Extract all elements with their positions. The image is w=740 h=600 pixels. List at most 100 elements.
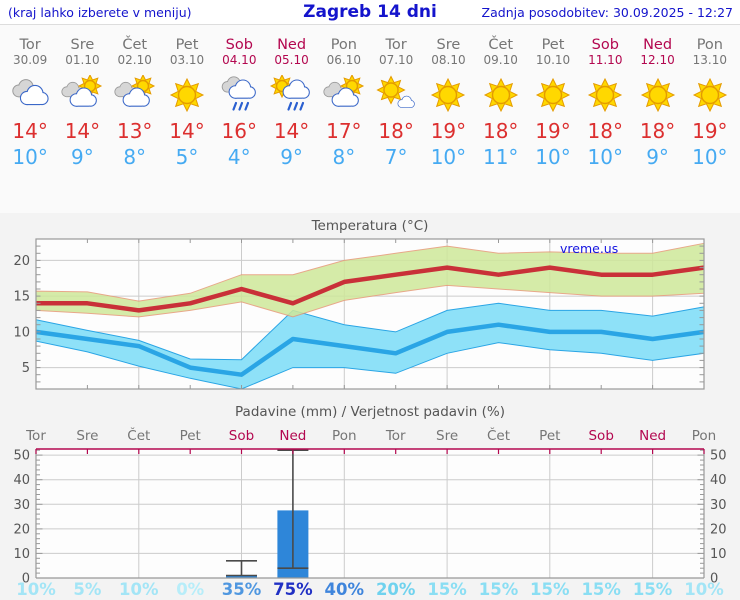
day-date: 05.10	[274, 53, 309, 67]
sun-rain-icon	[269, 73, 310, 111]
day-name: Sob	[591, 37, 619, 53]
day-date: 10.10	[535, 53, 571, 67]
weather-icon	[579, 75, 631, 115]
partly-cloudy-icon	[114, 73, 155, 107]
precip-probability-label: 15%	[479, 580, 519, 599]
day-column: Tor 30.09 14° 10°	[4, 28, 56, 170]
day-date: 07.10	[378, 53, 414, 67]
precip-bar	[226, 575, 257, 578]
precip-probability-label: 10%	[16, 580, 56, 599]
weather-icon	[684, 75, 736, 115]
day-date: 13.10	[692, 53, 728, 67]
precip-day-label: Ned	[639, 428, 666, 444]
low-temp: 9°	[646, 145, 669, 169]
precip-day-label: Tor	[25, 428, 46, 444]
day-name: Sre	[70, 37, 95, 53]
day-column: Pet 03.10 14° 5°	[161, 28, 213, 170]
weather-icon	[422, 75, 474, 115]
low-temp: 9°	[71, 145, 94, 169]
precip-probability-label: 35%	[222, 580, 262, 599]
day-name: Sre	[436, 37, 461, 53]
low-temp: 10°	[535, 145, 571, 169]
high-temp: 13°	[116, 119, 153, 143]
svg-text:30: 30	[13, 498, 30, 513]
high-temp: 17°	[326, 119, 362, 143]
cloudy-icon	[12, 79, 49, 106]
weather-icon	[213, 75, 265, 115]
day-column: Sre 08.10 19° 10°	[422, 28, 474, 170]
precip-probability-label: 20%	[376, 580, 416, 599]
svg-text:10: 10	[710, 547, 727, 562]
day-name: Tor	[385, 37, 407, 53]
low-temp: 8°	[332, 145, 356, 169]
low-temp: 10°	[692, 145, 728, 169]
weather-icon	[161, 75, 213, 115]
day-name: Čet	[488, 37, 514, 53]
high-temp: 18°	[639, 119, 676, 143]
precip-day-label: Pet	[539, 428, 560, 444]
precip-probability-label: 10%	[684, 580, 724, 599]
svg-text:50: 50	[710, 449, 727, 464]
low-temp: 5°	[175, 145, 199, 169]
svg-text:50: 50	[13, 449, 30, 464]
day-column: Čet 02.10 13° 8°	[109, 28, 161, 170]
high-temp: 14°	[64, 119, 101, 143]
day-column: Sob 11.10 18° 10°	[579, 28, 631, 170]
day-date: 08.10	[431, 53, 466, 67]
day-name: Pon	[696, 37, 723, 53]
low-temp: 10°	[587, 145, 623, 169]
weather-icon	[527, 75, 579, 115]
day-name: Ned	[643, 37, 673, 53]
precip-probability-label: 15%	[633, 580, 673, 599]
precipitation-chart: Tor Sre Čet Pet Sob Ned Pon Tor Sre Čet Pet Sob Ned P…	[13, 426, 727, 599]
precip-probability-label: 15%	[530, 580, 570, 599]
sunny-icon	[431, 77, 466, 113]
day-date: 02.10	[117, 53, 152, 67]
sunny-icon	[535, 77, 571, 113]
precip-day-label: Sob	[588, 428, 613, 444]
precip-probability-label: 10%	[119, 580, 159, 599]
weather-icon	[109, 73, 161, 115]
high-temp: 19°	[430, 119, 467, 143]
day-date: 01.10	[65, 53, 100, 67]
day-column: Čet 09.10 18° 11°	[475, 28, 527, 170]
precip-probability-label: 15%	[581, 580, 621, 599]
max-temp-line	[36, 265, 705, 313]
precip-day-label: Sob	[229, 428, 254, 444]
svg-text:10: 10	[13, 547, 30, 562]
precip-day-label: Pon	[692, 428, 716, 444]
svg-text:40: 40	[710, 473, 727, 488]
svg-text:20: 20	[13, 522, 30, 537]
day-name: Tor	[19, 37, 41, 53]
high-temp: 14°	[273, 119, 310, 143]
precip-probability-label: 75%	[273, 580, 313, 599]
svg-text:0: 0	[22, 572, 30, 587]
day-column: Ned 12.10 18° 9°	[631, 28, 683, 170]
temperature-chart: 5 10 15 20 vreme.us	[13, 238, 705, 390]
day-date: 09.10	[483, 53, 518, 67]
temp-plot: 5 10 15 20	[13, 238, 705, 390]
low-temp: 11°	[482, 145, 519, 169]
sunny-icon	[692, 77, 727, 113]
partly-cloudy-icon	[323, 73, 364, 107]
forecast-table: Tor 30.09 14° 10° Sre 01.10 14° 9° Čet 02.10 13° 8°…	[4, 28, 736, 170]
mostly-sunny-icon	[376, 75, 415, 108]
day-date: 30.09	[12, 53, 48, 67]
day-date: 06.10	[326, 53, 362, 67]
day-date: 04.10	[222, 53, 257, 67]
day-column: Pet 10.10 19° 10°	[527, 28, 579, 170]
location-menu-hint[interactable]: (kraj lahko izberete v meniju)	[8, 5, 192, 20]
svg-text:20: 20	[710, 522, 727, 537]
svg-text:0: 0	[710, 572, 718, 587]
precip-day-label: Ned	[279, 428, 306, 444]
page-header: (kraj lahko izberete v meniju) Zagreb 14…	[0, 0, 740, 25]
low-temp: 7°	[384, 145, 408, 169]
high-temp: 19°	[692, 119, 728, 143]
precip-probability-label: 5%	[73, 580, 101, 599]
day-date: 03.10	[169, 53, 205, 67]
low-temp: 8°	[123, 145, 147, 169]
high-temp: 14°	[12, 119, 48, 143]
page-title: Zagreb 14 dni	[303, 2, 437, 22]
precip-day-label: Tor	[385, 428, 406, 444]
